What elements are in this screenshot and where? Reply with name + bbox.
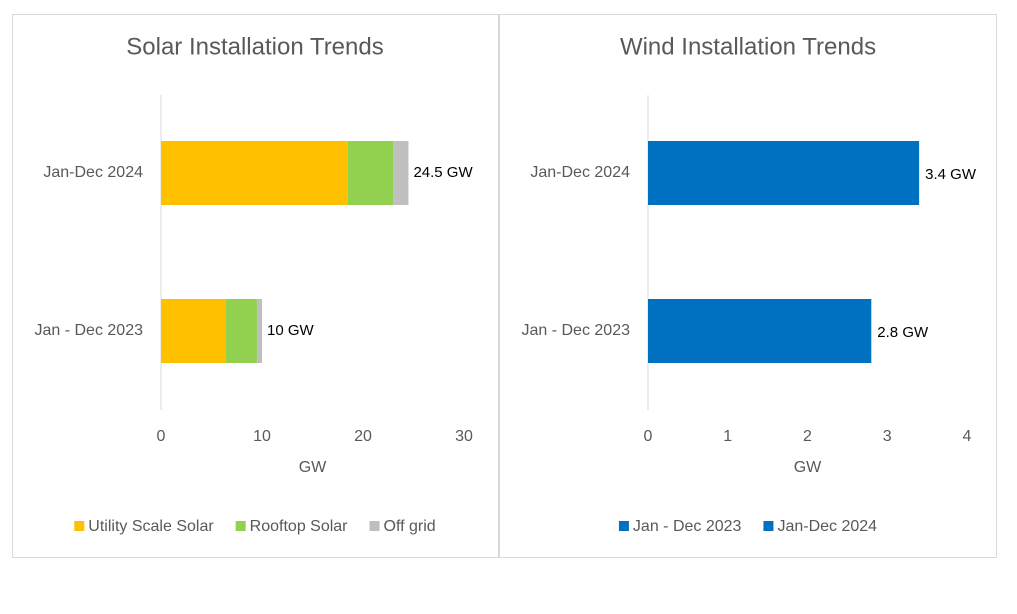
x-tick-label: 0 [644,428,653,445]
x-tick-label: 4 [963,428,972,445]
legend-label: Rooftop Solar [250,518,349,535]
x-tick-label: 1 [723,428,732,445]
legend-swatch [763,521,774,531]
legend-label: Utility Scale Solar [88,518,214,535]
y-tick-label: Jan-Dec 2024 [530,164,630,181]
bar [648,299,872,363]
x-tick-label: 2 [803,428,812,445]
panel [12,14,499,558]
legend-swatch [618,521,629,531]
legend-swatch [369,521,380,531]
panel [499,14,997,558]
bar [256,299,262,363]
legend-label: Jan - Dec 2023 [633,518,742,535]
legend-swatch [74,521,85,531]
total-label: 10 GW [267,322,315,339]
bar [161,299,226,363]
bar [161,141,348,205]
bar [225,299,257,363]
chart-title: Wind Installation Trends [620,33,876,60]
y-tick-label: Jan - Dec 2023 [521,322,630,339]
total-label: 24.5 GW [413,164,473,181]
x-tick-label: 3 [883,428,892,445]
bar [393,141,409,205]
x-tick-label: 20 [354,428,372,445]
x-tick-label: 10 [253,428,271,445]
x-tick-label: 30 [455,428,473,445]
bar [648,141,920,205]
bar [347,141,394,205]
value-label: 3.4 GW [925,166,977,183]
legend-swatch [235,521,246,531]
y-tick-label: Jan-Dec 2024 [43,164,143,181]
legend-label: Jan-Dec 2024 [777,518,877,535]
chart-title: Solar Installation Trends [126,33,383,60]
y-tick-label: Jan - Dec 2023 [34,322,143,339]
value-label: 2.8 GW [877,324,929,341]
x-tick-label: 0 [157,428,166,445]
x-axis-label: GW [299,459,327,476]
legend-label: Off grid [384,518,436,535]
x-axis-label: GW [794,459,822,476]
